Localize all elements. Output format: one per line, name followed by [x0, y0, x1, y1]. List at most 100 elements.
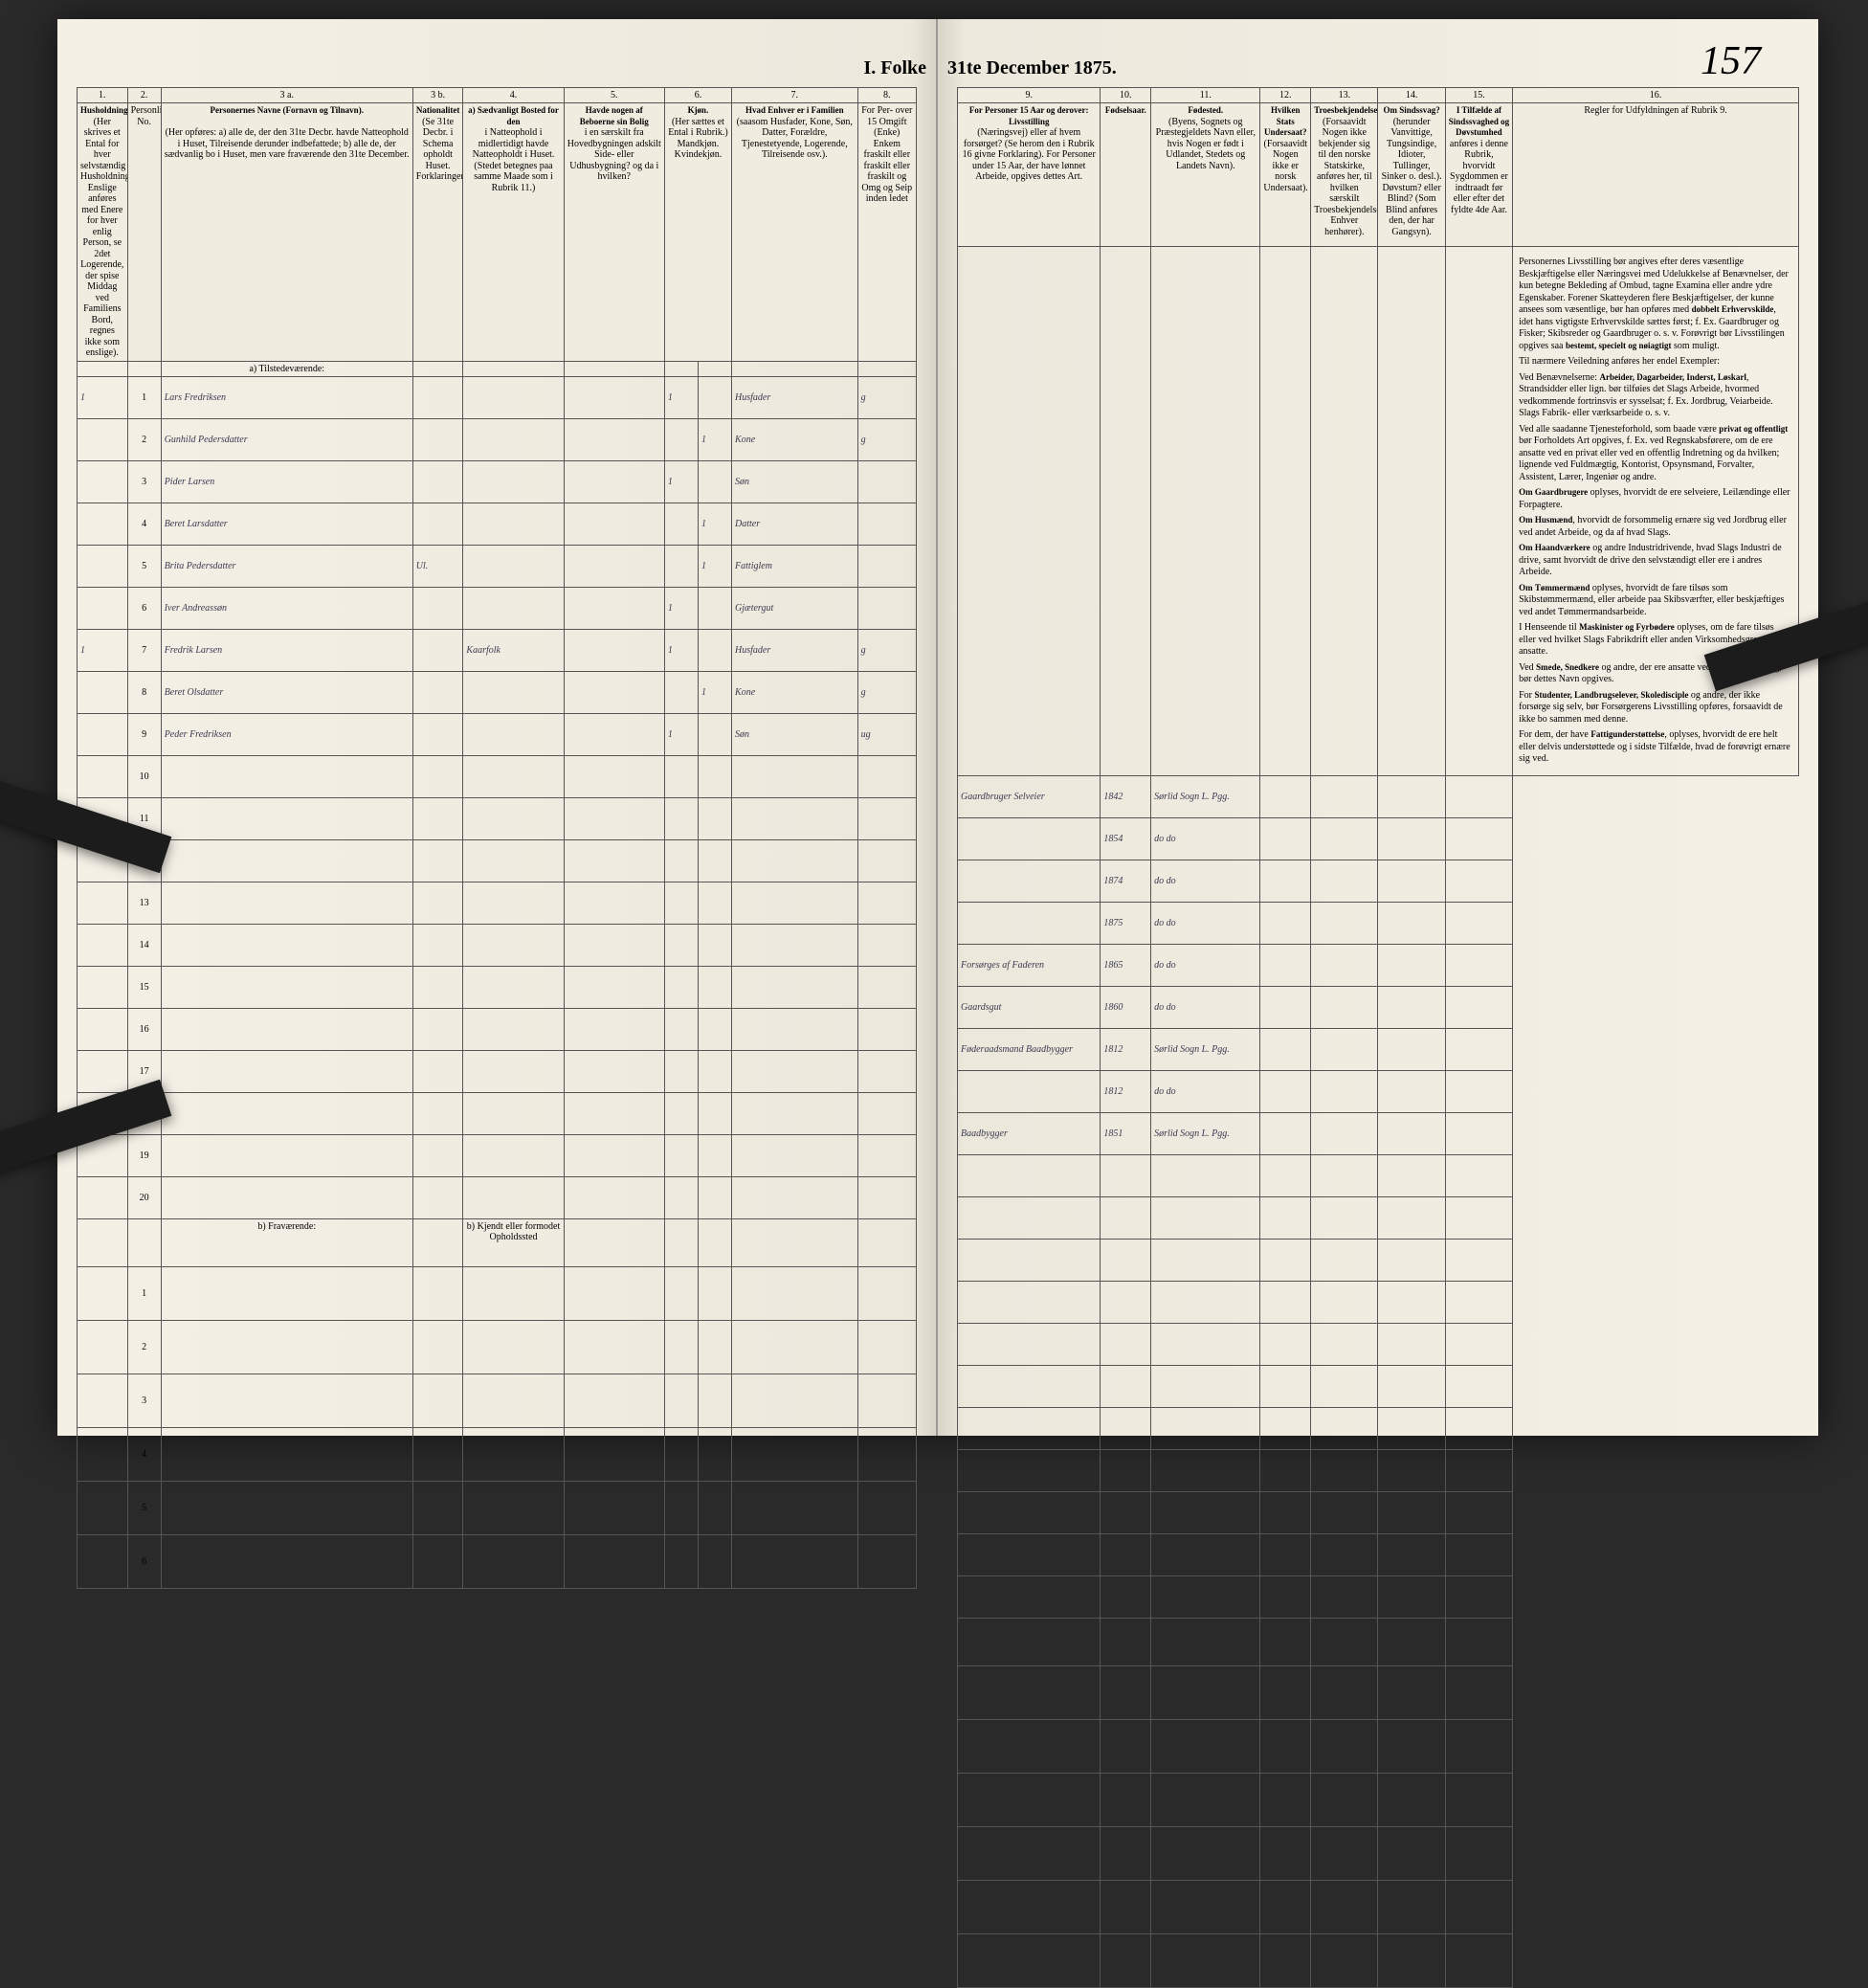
rules-paragraph: Ved Benævnelserne: Arbeider, Dagarbeider… — [1519, 372, 1792, 420]
table-row-absent: 3 — [78, 1374, 917, 1427]
cell-person-no: 1 — [127, 376, 161, 418]
cell-occupation: Gaardbruger Selveier — [958, 775, 1101, 817]
table-row-absent — [958, 1773, 1799, 1826]
cell-sex-f: 1 — [698, 418, 731, 460]
cell-household — [78, 460, 128, 503]
table-row-absent: 4 — [78, 1427, 917, 1481]
cell-occupation: Føderaadsmand Baadbygger — [958, 1028, 1101, 1070]
right-page: 157 31te December 1875. 9. 10. 11. 12. 1… — [938, 19, 1818, 1436]
col-header: For Per- over 15 Omgift(Enke) Enkem fras… — [857, 103, 916, 362]
table-row: Føderaadsmand Baadbygger1812Sørlid Sogn … — [958, 1028, 1799, 1070]
col-header: Personernes Navne (Fornavn og Tilnavn).(… — [161, 103, 412, 362]
rules-paragraph: Personernes Livsstilling bør angives eft… — [1519, 257, 1792, 352]
cell-sex-m: 1 — [664, 460, 698, 503]
rules-paragraph: For dem, der have Fattigunderstøttelse, … — [1519, 729, 1792, 766]
cell-sex-f: 1 — [698, 503, 731, 545]
cell-family-role: Husfader — [732, 376, 858, 418]
cell-sex-m — [664, 545, 698, 587]
cell-occupation — [958, 860, 1101, 902]
table-row: 3Pider Larsen 1 Søn — [78, 460, 917, 503]
cell-birth-year: 1812 — [1101, 1070, 1151, 1112]
table-row-absent: 2 — [78, 1320, 917, 1374]
table-row: 9Peder Fredriksen1Sønug — [78, 713, 917, 755]
col-header: Kjøn.(Her sættes et Ental i Rubrik.) Man… — [664, 103, 731, 362]
cell-name: Beret Larsdatter — [161, 503, 412, 545]
cell-marital: g — [857, 376, 916, 418]
table-row-empty: 12 — [78, 839, 917, 882]
cell-family-role: Søn — [732, 460, 858, 503]
table-row: Forsørges af Faderen1865do do — [958, 944, 1799, 986]
cell-name: Beret Olsdatter — [161, 671, 412, 713]
rules-paragraph: For Studenter, Landbrugselever, Skoledis… — [1519, 690, 1792, 726]
cell-name: Peder Fredriksen — [161, 713, 412, 755]
cell-birth-year: 1842 — [1101, 775, 1151, 817]
table-row-empty — [958, 1407, 1799, 1449]
cell-marital — [857, 460, 916, 503]
table-row-empty — [958, 1491, 1799, 1533]
col-header: Personliste No. — [127, 103, 161, 362]
cell-birth-year: 1851 — [1101, 1112, 1151, 1154]
cell-birth-place: do do — [1151, 860, 1260, 902]
cell-sex-f: 1 — [698, 671, 731, 713]
table-row-empty: 17 — [78, 1050, 917, 1092]
cell-household — [78, 713, 128, 755]
cell-household — [78, 503, 128, 545]
table-row-absent: 5 — [78, 1481, 917, 1534]
census-ledger: I. Folke 1. 2. 3 a. 3 b. 4. 5. 6. 7. 8. … — [57, 19, 1818, 1436]
cell-birth-place: do do — [1151, 944, 1260, 986]
cell-nationality — [412, 503, 463, 545]
table-row-empty — [958, 1533, 1799, 1575]
cell-person-no: 8 — [127, 671, 161, 713]
cell-occupation: Forsørges af Faderen — [958, 944, 1101, 986]
cell-outbuilding — [564, 713, 664, 755]
section-absent: b) Fraværende: b) Kjendt eller formodet … — [78, 1218, 917, 1266]
rules-paragraph: Om Gaardbrugere oplyses, hvorvidt de ere… — [1519, 487, 1792, 511]
cell-sex-f — [698, 713, 731, 755]
cell-residence — [463, 376, 564, 418]
table-row-empty: 10 — [78, 755, 917, 797]
cell-birth-place: do do — [1151, 817, 1260, 860]
cell-residence — [463, 587, 564, 629]
col-header: Fødselsaar. — [1101, 103, 1151, 247]
col-header: Nationalitet(Se 31te Decbr. i Schema oph… — [412, 103, 463, 362]
cell-sex-m: 1 — [664, 587, 698, 629]
cell-marital: g — [857, 418, 916, 460]
cell-marital: g — [857, 629, 916, 671]
section-present: a) Tilstedeværende: — [78, 361, 917, 376]
cell-birth-place: Sørlid Sogn L. Pgg. — [1151, 1028, 1260, 1070]
cell-sex-f: 1 — [698, 545, 731, 587]
cell-birth-year: 1875 — [1101, 902, 1151, 944]
cell-name: Iver Andreassøn — [161, 587, 412, 629]
cell-nationality — [412, 671, 463, 713]
table-row-empty — [958, 1323, 1799, 1365]
col-header: Hvilken Stats Undersaat?(Forsaavidt Noge… — [1260, 103, 1311, 247]
table-row-empty: 18 — [78, 1092, 917, 1134]
cell-person-no: 4 — [127, 503, 161, 545]
cell-residence — [463, 460, 564, 503]
cell-name: Fredrik Larsen — [161, 629, 412, 671]
table-row-absent — [958, 1826, 1799, 1880]
rules-paragraph: Ved alle saadanne Tjenesteforhold, som b… — [1519, 424, 1792, 484]
col-header: I Tilfælde af Sindssvaghed og Døvstumhed… — [1445, 103, 1512, 247]
table-row-absent — [958, 1933, 1799, 1987]
census-table-right: 9. 10. 11. 12. 13. 14. 15. 16. For Perso… — [957, 87, 1799, 1988]
cell-outbuilding — [564, 671, 664, 713]
cell-family-role: Kone — [732, 671, 858, 713]
col-header: Hvad Enhver er i Familien(saasom Husfade… — [732, 103, 858, 362]
table-row: 6Iver Andreassøn1Gjætergut — [78, 587, 917, 629]
cell-name: Pider Larsen — [161, 460, 412, 503]
cell-person-no: 6 — [127, 587, 161, 629]
cell-marital — [857, 545, 916, 587]
cell-sex-m: 1 — [664, 629, 698, 671]
table-row-empty — [958, 1239, 1799, 1281]
cell-name: Brita Pedersdatter — [161, 545, 412, 587]
cell-nationality — [412, 460, 463, 503]
col-header: Husholdninger.(Her skrives et Ental for … — [78, 103, 128, 362]
page-title-right: 31te December 1875. — [938, 19, 1818, 87]
cell-sex-f — [698, 587, 731, 629]
cell-person-no: 3 — [127, 460, 161, 503]
cell-nationality — [412, 587, 463, 629]
col-header-row: For Personer 15 Aar og derover: Livsstil… — [958, 103, 1799, 247]
table-row: Gaardsgut1860do do — [958, 986, 1799, 1028]
cell-name: Lars Fredriksen — [161, 376, 412, 418]
